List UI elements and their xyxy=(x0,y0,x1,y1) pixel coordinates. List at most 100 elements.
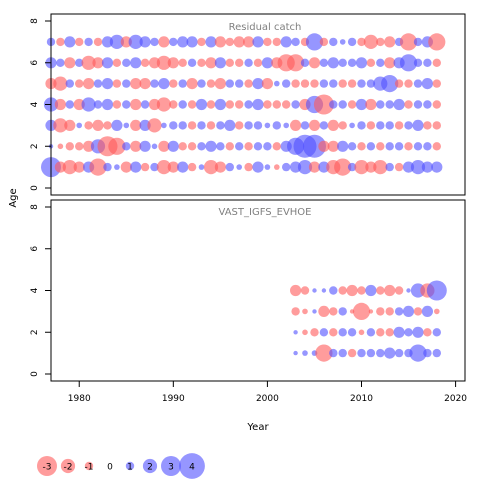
y-tick-label: 2 xyxy=(30,329,40,335)
residual-bubble xyxy=(272,121,281,130)
residual-bubble xyxy=(376,100,385,109)
residual-bubble xyxy=(366,328,376,337)
residual-bubble xyxy=(198,164,205,170)
residual-bubble xyxy=(421,305,433,317)
residual-bubble xyxy=(338,286,347,295)
residual-bubble xyxy=(283,122,290,129)
residual-bubble xyxy=(167,57,179,69)
residual-bubble xyxy=(300,58,310,67)
residual-bubble xyxy=(393,98,405,111)
residual-bubble xyxy=(385,121,394,130)
residual-bubble xyxy=(75,58,84,67)
residual-bubble xyxy=(197,121,206,130)
y-tick-label: 6 xyxy=(30,60,40,66)
residual-bubble xyxy=(431,161,443,173)
residual-bubble xyxy=(376,58,385,67)
residual-bubble xyxy=(206,100,216,109)
residual-bubble xyxy=(385,328,394,337)
residual-bubble xyxy=(318,161,330,173)
residual-bubble xyxy=(393,326,405,338)
residual-bubble xyxy=(224,119,236,131)
residual-bubble xyxy=(291,37,300,47)
residual-bubble xyxy=(101,98,114,111)
residual-bubble xyxy=(187,121,197,130)
residual-bubble xyxy=(338,58,347,67)
residual-bubble xyxy=(167,161,179,173)
residual-bubble xyxy=(365,161,377,173)
residual-bubble xyxy=(225,100,234,109)
legend-label: -3 xyxy=(43,463,52,473)
residual-bubble xyxy=(120,161,132,173)
residual-bubble xyxy=(338,348,347,358)
residual-bubble xyxy=(225,37,234,47)
residual-bubble xyxy=(300,79,310,88)
x-tick-label: 2010 xyxy=(350,394,373,404)
residual-bubble xyxy=(54,161,66,173)
residual-bubble xyxy=(214,57,226,69)
residual-bubble xyxy=(327,119,339,131)
residual-bubble xyxy=(261,57,273,69)
top-panel-bubbles xyxy=(41,33,446,178)
residual-bubble xyxy=(347,58,357,67)
residual-bubble xyxy=(187,58,197,67)
residual-bubble xyxy=(177,36,189,48)
residual-bubble xyxy=(365,284,377,297)
y-tick-label: 6 xyxy=(30,246,40,252)
residual-bubble xyxy=(366,142,376,151)
bottom-panel-y-axis: 0 2 4 6 8 xyxy=(30,204,51,377)
residual-bubble xyxy=(112,100,122,109)
residual-bubble xyxy=(197,58,206,67)
residual-bubble xyxy=(376,142,385,151)
residual-bubble xyxy=(308,57,321,69)
y-tick-label: 0 xyxy=(30,185,40,191)
residual-bubble xyxy=(290,284,302,297)
residual-bubble xyxy=(186,36,198,48)
residual-bubble xyxy=(421,161,433,173)
residual-bubble xyxy=(423,142,432,151)
residual-bubble xyxy=(347,162,357,172)
residual-bubble xyxy=(75,37,84,47)
residual-bubble xyxy=(252,98,264,111)
x-axis: 1980 1990 2000 2010 2020 xyxy=(68,381,467,404)
residual-bubble xyxy=(225,58,234,67)
residual-bubble xyxy=(318,305,330,317)
residual-bubble xyxy=(150,162,159,172)
residual-bubble xyxy=(357,37,366,47)
residual-bubble xyxy=(139,78,151,90)
residual-bubble xyxy=(423,328,432,337)
residual-bubble xyxy=(409,344,427,362)
residual-bubble xyxy=(169,121,178,130)
residual-bubble xyxy=(413,307,423,316)
residual-bubble xyxy=(214,78,226,90)
residual-bubble xyxy=(384,284,396,297)
residual-bubble xyxy=(103,121,112,130)
residual-bubble xyxy=(140,162,150,172)
legend-label: 2 xyxy=(147,463,153,473)
residual-bubble xyxy=(62,160,77,175)
residual-bubble xyxy=(305,33,324,51)
residual-bubble xyxy=(244,79,253,88)
residual-bubble xyxy=(303,134,326,158)
residual-bubble xyxy=(402,305,415,317)
residual-bubble xyxy=(122,79,131,88)
residual-bubble xyxy=(54,98,66,111)
residual-bubble xyxy=(130,78,142,90)
residual-bubble xyxy=(73,98,85,111)
residual-bubble xyxy=(300,286,310,295)
residual-bubble xyxy=(139,140,151,152)
residual-bubble xyxy=(92,57,104,69)
bottom-panel-bubbles xyxy=(290,280,447,362)
residual-bubble xyxy=(235,142,244,151)
residual-bubble xyxy=(347,348,357,358)
residual-bubble xyxy=(357,79,366,88)
residual-bubble xyxy=(156,160,171,175)
residual-bubble xyxy=(384,57,396,69)
residual-bubble xyxy=(158,78,170,90)
legend-label: 1 xyxy=(127,463,133,473)
residual-bubble xyxy=(178,142,187,151)
residual-bubble xyxy=(64,57,76,69)
residual-bubble xyxy=(287,54,305,72)
residual-bubble xyxy=(368,309,374,314)
residual-bubble xyxy=(64,119,76,131)
residual-bubble xyxy=(302,350,308,356)
